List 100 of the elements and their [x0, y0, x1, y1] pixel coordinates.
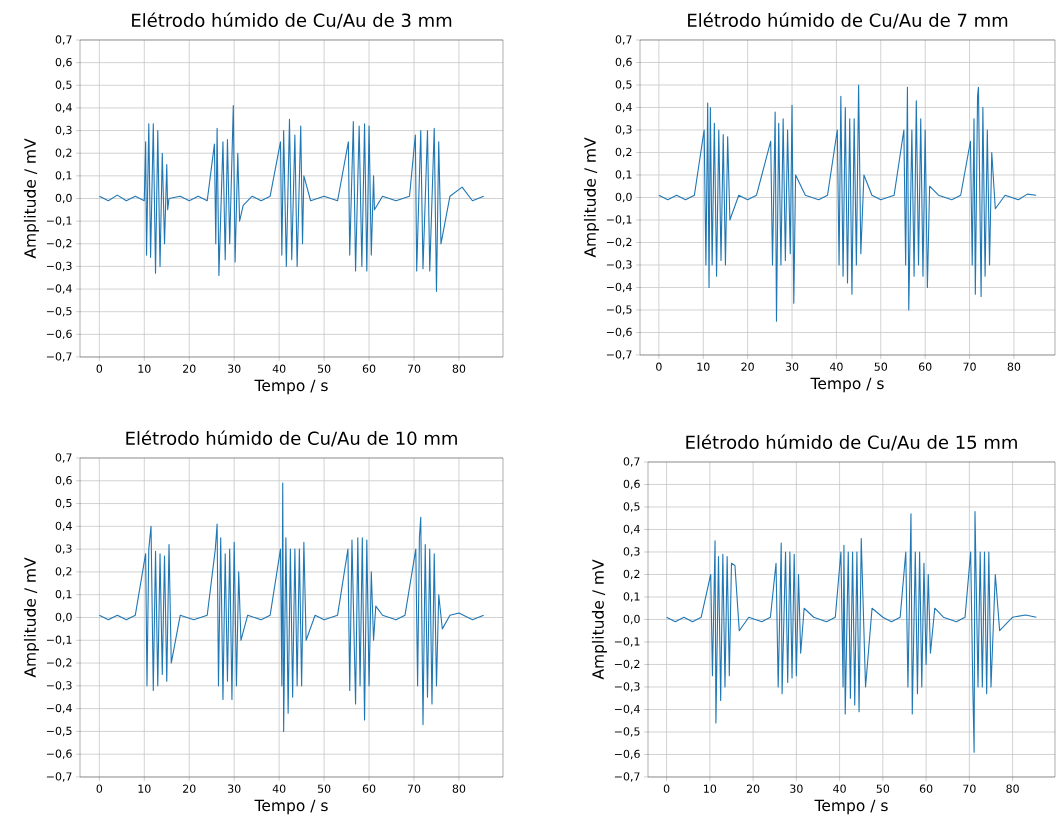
x-axis-title: Tempo / s — [254, 379, 328, 395]
y-tick-label: −0,7 — [606, 350, 632, 360]
y-tick-label: 0,0 — [55, 612, 72, 623]
y-tick-label: 0,5 — [55, 498, 72, 509]
x-tick-label: 60 — [919, 784, 933, 793]
line-series — [658, 84, 1037, 322]
x-tick-label: 30 — [228, 364, 241, 373]
y-tick-label: 0,1 — [55, 589, 72, 600]
x-tick-label: 30 — [785, 362, 799, 371]
x-tick-label: 10 — [138, 364, 151, 373]
line-series — [98, 482, 485, 732]
y-tick-label: −0,7 — [46, 352, 72, 362]
y-tick-label: 0,6 — [623, 479, 640, 490]
y-tick-label: 0,0 — [615, 192, 632, 203]
x-tick-label: 50 — [317, 364, 331, 373]
y-tick-label: 0,4 — [623, 524, 640, 535]
chart-title: Elétrodo húmido de Cu/Au de 7 mm — [688, 12, 1008, 29]
y-tick-label: −0,3 — [46, 261, 72, 272]
y-tick-label: 0,6 — [55, 57, 72, 68]
x-tick-label: 70 — [407, 784, 421, 793]
y-tick-label: 0,3 — [615, 125, 632, 135]
y-tick-label: −0,6 — [614, 749, 640, 760]
y-tick-label: 0,0 — [55, 193, 72, 204]
y-tick-label: −0,5 — [614, 727, 640, 737]
y-tick-label: 0,3 — [55, 544, 72, 554]
y-tick-label: −0,1 — [46, 216, 72, 226]
x-tick-label: 40 — [272, 364, 286, 373]
chart-title: Elétrodo húmido de Cu/Au de 15 mm — [686, 434, 1017, 451]
x-axis-title: Tempo / s — [254, 799, 328, 815]
y-tick-label: −0,2 — [614, 659, 640, 670]
line-series — [98, 105, 485, 292]
y-axis-title: Amplitude / mV — [23, 557, 39, 678]
line-series — [666, 510, 1037, 753]
y-tick-label: 0,2 — [623, 569, 640, 580]
x-tick-label: 80 — [1007, 362, 1021, 371]
y-tick-label: 0,7 — [623, 457, 640, 467]
y-tick-label: 0,7 — [55, 35, 72, 45]
y-tick-label: 0,7 — [615, 35, 632, 45]
y-axis-title: Amplitude / mV — [591, 559, 607, 680]
x-tick-label: 0 — [663, 784, 670, 793]
y-tick-label: −0,3 — [614, 682, 640, 692]
y-tick-label: −0,1 — [46, 635, 72, 645]
x-axis-title: Tempo / s — [814, 799, 888, 815]
x-tick-label: 60 — [918, 362, 932, 371]
y-tick-label: 0,1 — [55, 171, 72, 181]
x-tick-label: 20 — [746, 784, 760, 793]
y-tick-label: −0,7 — [46, 772, 72, 782]
y-tick-label: −0,2 — [606, 237, 632, 248]
y-tick-label: 0,5 — [55, 80, 72, 90]
y-tick-label: −0,4 — [606, 282, 632, 293]
y-axis-title: Amplitude / mV — [23, 138, 39, 259]
x-tick-label: 20 — [183, 784, 196, 793]
x-tick-label: 60 — [362, 364, 376, 373]
y-tick-label: −0,4 — [46, 703, 72, 714]
y-axis-title: Amplitude / mV — [583, 137, 599, 258]
y-tick-label: 0,7 — [55, 453, 72, 463]
y-tick-label: −0,5 — [46, 726, 72, 737]
y-tick-label: 0,2 — [55, 567, 72, 577]
y-tick-label: −0,3 — [46, 681, 72, 691]
x-tick-label: 40 — [829, 362, 843, 371]
y-tick-label: 0,1 — [615, 170, 632, 180]
y-tick-label: 0,6 — [55, 476, 72, 486]
y-tick-label: −0,6 — [46, 329, 72, 340]
x-tick-label: 0 — [656, 362, 662, 371]
x-tick-label: 50 — [876, 784, 890, 793]
x-tick-label: 0 — [96, 784, 103, 793]
y-tick-label: −0,6 — [606, 327, 632, 338]
x-tick-label: 10 — [138, 784, 151, 793]
x-tick-label: 70 — [963, 362, 976, 371]
x-tick-label: 80 — [1006, 784, 1019, 793]
x-tick-label: 20 — [183, 364, 196, 373]
y-tick-label: −0,7 — [614, 772, 640, 782]
y-tick-label: −0,2 — [46, 239, 72, 249]
y-tick-label: 0,0 — [623, 614, 640, 625]
x-tick-label: 60 — [362, 784, 376, 793]
y-tick-label: −0,2 — [46, 658, 72, 668]
x-tick-label: 30 — [228, 784, 241, 793]
x-tick-label: 50 — [874, 362, 888, 371]
y-tick-label: 0,1 — [623, 592, 640, 602]
y-tick-label: 0,4 — [55, 521, 72, 532]
y-tick-label: −0,6 — [46, 749, 72, 759]
x-axis-title: Tempo / s — [810, 377, 884, 393]
y-tick-label: 0,3 — [623, 547, 640, 557]
y-tick-label: 0,5 — [615, 80, 632, 90]
y-tick-label: −0,4 — [614, 704, 640, 715]
x-tick-label: 20 — [741, 362, 754, 371]
x-tick-label: 40 — [833, 784, 846, 793]
y-tick-label: 0,5 — [623, 502, 640, 512]
y-tick-label: −0,4 — [46, 284, 72, 294]
x-tick-label: 80 — [452, 784, 466, 793]
y-tick-label: −0,5 — [46, 306, 72, 317]
x-tick-label: 10 — [704, 784, 717, 793]
chart-title: Elétrodo húmido de Cu/Au de 3 mm — [132, 12, 452, 29]
y-tick-label: 0,3 — [55, 125, 72, 136]
x-tick-label: 30 — [790, 784, 803, 793]
y-tick-label: −0,5 — [606, 305, 632, 315]
y-tick-label: −0,1 — [606, 215, 632, 225]
y-tick-label: 0,2 — [615, 147, 632, 158]
y-tick-label: −0,1 — [614, 637, 640, 647]
y-tick-label: −0,3 — [606, 260, 632, 270]
